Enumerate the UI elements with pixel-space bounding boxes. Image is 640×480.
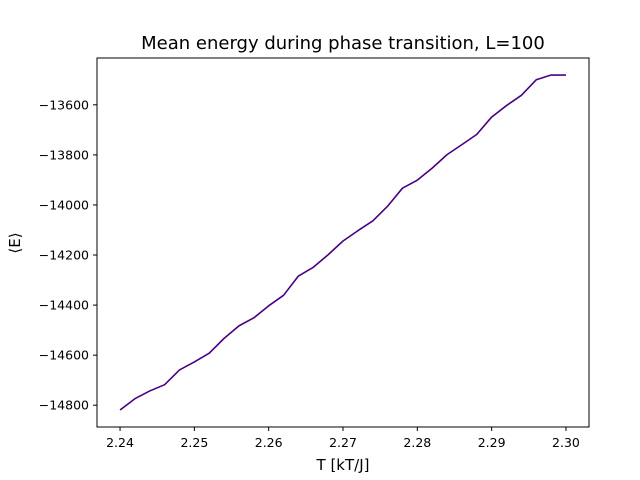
x-tick-label: 2.26 [255,435,283,450]
y-axis-label: ⟨E⟩ [6,232,24,253]
y-tick-label: −13600 [39,97,89,112]
x-tick-label: 2.29 [478,435,506,450]
y-tick-label: −14800 [39,398,89,413]
x-tick-label: 2.25 [180,435,208,450]
chart-title: Mean energy during phase transition, L=1… [141,33,545,54]
y-axis: −14800 −14600 −14400 −14200 −14000 −13800 −136… [39,97,97,413]
y-tick-label: −14200 [39,248,89,263]
y-tick-label: −14600 [39,348,89,363]
x-tick-label: 2.27 [329,435,357,450]
x-axis-label: T [kT/J] [316,456,370,474]
y-tick-label: −14000 [39,197,89,212]
x-tick-label: 2.24 [106,435,134,450]
axes-frame [96,57,590,428]
series-line-0 [119,74,566,411]
x-tick-label: 2.28 [403,435,431,450]
x-axis: 2.24 2.25 2.26 2.27 2.28 2.29 2.30 [106,427,580,450]
x-tick-label: 2.30 [552,435,580,450]
plot-area [119,74,566,411]
y-tick-label: −14400 [39,298,89,313]
y-tick-label: −13800 [39,147,89,162]
